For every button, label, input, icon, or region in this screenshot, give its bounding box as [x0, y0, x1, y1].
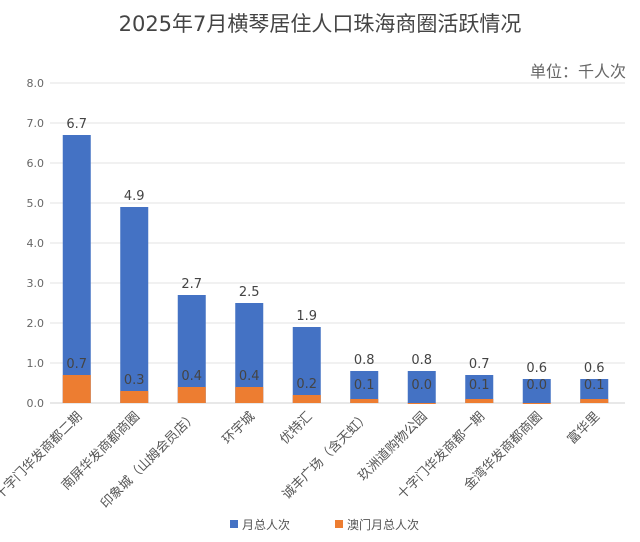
bar-macau [580, 399, 609, 403]
bar-total [62, 135, 91, 403]
x-tick-label: 环宇城 [220, 409, 258, 447]
y-tick-label: 0.0 [27, 397, 45, 410]
bar-macau [235, 387, 264, 403]
y-tick-label: 2.0 [27, 317, 45, 330]
data-label-macau: 0.0 [411, 378, 432, 393]
data-label-macau: 0.1 [354, 378, 375, 393]
y-tick-label: 4.0 [27, 237, 45, 250]
data-label-macau: 0.0 [526, 378, 547, 393]
data-label-total: 0.8 [354, 353, 375, 368]
bar-macau [407, 403, 436, 404]
bar-total [235, 303, 264, 403]
y-tick-label: 6.0 [27, 157, 45, 170]
y-tick-label: 8.0 [27, 77, 45, 90]
data-label-total: 4.9 [124, 189, 145, 204]
y-tick-label: 1.0 [27, 357, 45, 370]
data-label-macau: 0.7 [66, 357, 87, 372]
bar-total [465, 375, 494, 403]
data-label-total: 2.5 [239, 285, 260, 300]
bar-total [120, 207, 149, 403]
data-label-macau: 0.4 [181, 369, 202, 384]
y-tick-label: 5.0 [27, 197, 45, 210]
bar-total [407, 371, 436, 403]
data-label-total: 0.6 [584, 361, 605, 376]
y-tick-label: 3.0 [27, 277, 45, 290]
legend-swatch [230, 520, 238, 528]
data-label-macau: 0.4 [239, 369, 260, 384]
legend-label: 澳门月总人次 [347, 517, 419, 532]
data-label-macau: 0.1 [584, 378, 605, 393]
data-label-total: 6.7 [66, 117, 87, 132]
bar-macau [292, 395, 321, 403]
data-label-macau: 0.2 [296, 377, 317, 392]
y-tick-label: 7.0 [27, 117, 45, 130]
bar-total [177, 295, 206, 403]
legend-swatch [335, 520, 343, 528]
data-label-total: 0.8 [411, 353, 432, 368]
bar-macau [350, 399, 379, 403]
data-label-macau: 0.1 [469, 378, 490, 393]
bar-macau [62, 375, 91, 403]
bar-macau [522, 403, 551, 404]
bar-total [350, 371, 379, 403]
bar-macau [120, 391, 149, 403]
x-tick-label: 富华里 [564, 409, 603, 448]
bar-macau [177, 387, 206, 403]
legend-label: 月总人次 [242, 518, 290, 532]
bar-macau [465, 399, 494, 403]
data-label-total: 0.6 [526, 361, 547, 376]
bar-total [292, 327, 321, 403]
data-label-total: 1.9 [296, 309, 317, 324]
chart-title: 2025年7月横琴居住人口珠海商圈活跃情况 [118, 12, 522, 36]
data-label-macau: 0.3 [124, 373, 145, 388]
unit-label: 单位：千人次 [529, 62, 626, 81]
bar-total [522, 379, 551, 403]
x-tick-label: 印象城（山姆会员店） [98, 409, 201, 512]
data-label-total: 0.7 [469, 357, 490, 372]
data-label-total: 2.7 [181, 277, 202, 292]
x-tick-label: 优特汇 [277, 409, 315, 447]
